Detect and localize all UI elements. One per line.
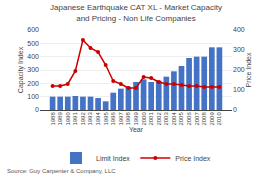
- svg-text:1990: 1990: [65, 112, 71, 126]
- svg-text:2000: 2000: [141, 112, 147, 126]
- svg-text:2009: 2009: [209, 112, 215, 126]
- svg-text:400: 400: [233, 26, 245, 33]
- svg-text:200: 200: [233, 66, 245, 73]
- svg-text:1995: 1995: [103, 112, 109, 126]
- svg-text:2001: 2001: [148, 112, 154, 126]
- svg-text:1992: 1992: [80, 112, 86, 126]
- svg-text:1991: 1991: [72, 112, 78, 126]
- svg-text:400: 400: [27, 53, 39, 60]
- svg-text:0: 0: [35, 106, 39, 113]
- svg-text:2008: 2008: [201, 112, 207, 126]
- svg-text:2007: 2007: [194, 112, 200, 126]
- svg-text:1996: 1996: [110, 112, 116, 126]
- svg-text:Year: Year: [129, 126, 144, 133]
- svg-text:Price Index: Price Index: [175, 155, 211, 162]
- svg-text:1999: 1999: [133, 112, 139, 126]
- svg-text:500: 500: [27, 40, 39, 47]
- svg-text:600: 600: [27, 26, 39, 33]
- svg-text:2002: 2002: [156, 112, 162, 126]
- svg-text:100: 100: [233, 86, 245, 93]
- svg-text:2006: 2006: [186, 112, 192, 126]
- svg-text:1993: 1993: [87, 112, 93, 126]
- svg-text:Price Index: Price Index: [245, 52, 252, 88]
- svg-text:300: 300: [233, 46, 245, 53]
- svg-text:1989: 1989: [57, 112, 63, 126]
- svg-text:Source: Guy Carpenter & Compan: Source: Guy Carpenter & Company, LLC: [7, 168, 116, 174]
- svg-text:200: 200: [27, 80, 39, 87]
- svg-text:1997: 1997: [118, 112, 124, 126]
- svg-text:1994: 1994: [95, 112, 101, 126]
- svg-text:2010: 2010: [216, 112, 222, 126]
- svg-text:Limit Index: Limit Index: [96, 155, 130, 162]
- svg-text:300: 300: [27, 66, 39, 73]
- svg-text:100: 100: [27, 93, 39, 100]
- svg-text:2005: 2005: [178, 112, 184, 126]
- svg-text:2004: 2004: [171, 112, 177, 126]
- svg-text:Capacity Index: Capacity Index: [17, 46, 25, 93]
- svg-text:Japanese Earthquake CAT XL - M: Japanese Earthquake CAT XL - Market Capa…: [50, 3, 222, 22]
- svg-text:1998: 1998: [125, 112, 131, 126]
- svg-text:2003: 2003: [163, 112, 169, 126]
- svg-text:1988: 1988: [50, 112, 56, 126]
- svg-text:0: 0: [233, 106, 237, 113]
